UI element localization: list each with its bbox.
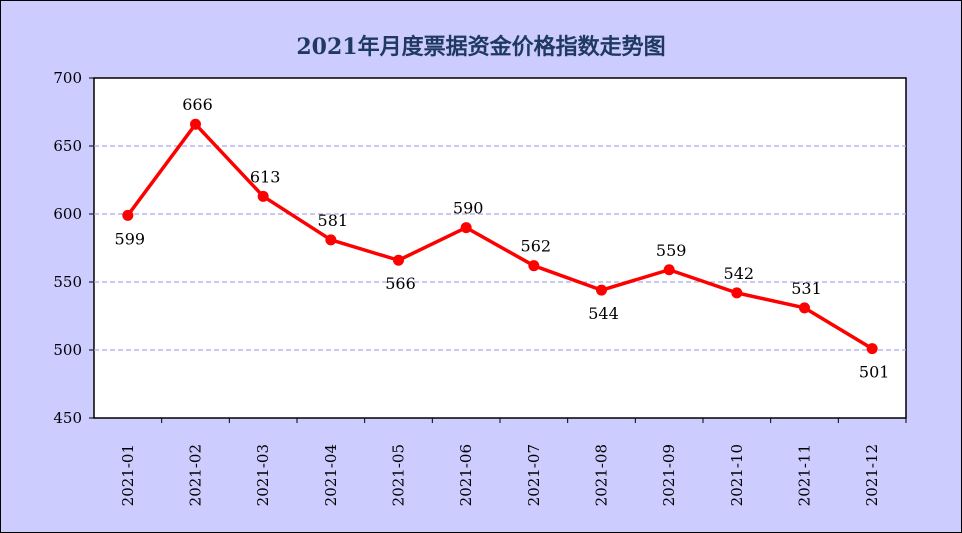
data-point: [122, 209, 134, 221]
data-point: [257, 190, 269, 202]
x-tick-label: 2021-05: [390, 444, 408, 506]
x-axis: 2021-01 2021-02 2021-03 2021-04 2021-05 2021-…: [119, 418, 907, 506]
y-tick-label: 500: [53, 341, 82, 359]
data-point: [393, 254, 404, 266]
data-label: 531: [791, 279, 822, 298]
data-label: 562: [521, 237, 552, 256]
y-tick-label: 450: [53, 409, 82, 427]
data-label: 566: [385, 274, 416, 293]
chart-title: 2021年月度票据资金价格指数走势图: [296, 34, 665, 60]
y-tick-label: 650: [53, 137, 82, 155]
data-point: [528, 260, 540, 272]
y-tick-label: 550: [53, 273, 82, 291]
x-tick-label: 2021-04: [322, 444, 340, 506]
data-label: 599: [115, 229, 146, 248]
x-tick-label: 2021-08: [593, 444, 611, 506]
data-point: [190, 118, 201, 130]
grid-lines: [94, 145, 906, 351]
data-label: 613: [250, 167, 281, 186]
data-point: [731, 287, 743, 299]
x-tick-label: 2021-03: [254, 444, 272, 506]
data-label: 581: [318, 211, 349, 230]
data-point: [596, 284, 607, 296]
data-point: [325, 234, 337, 246]
data-point: [460, 222, 472, 234]
x-tick-label: 2021-07: [525, 444, 543, 506]
data-label: 666: [182, 95, 213, 114]
y-tick-label: 700: [53, 69, 82, 87]
x-tick-label: 2021-01: [119, 444, 137, 506]
data-point: [663, 264, 675, 276]
series: 599 666 613 581 566 590 562 544 559 542 531 501: [115, 95, 890, 381]
data-point: [799, 302, 810, 314]
x-tick-label: 2021-12: [863, 444, 881, 506]
x-tick-label: 2021-10: [728, 444, 746, 506]
series-line: [126, 122, 874, 351]
data-label: 544: [588, 304, 619, 323]
x-tick-label: 2021-02: [187, 444, 205, 506]
data-point: [866, 343, 878, 355]
data-label: 542: [724, 264, 755, 283]
y-tick-label: 600: [53, 205, 82, 223]
x-tick-label: 2021-09: [660, 444, 678, 506]
x-tick-label: 2021-11: [796, 444, 814, 506]
data-label: 559: [656, 241, 687, 260]
x-tick-label: 2021-06: [457, 444, 475, 506]
data-label: 590: [453, 199, 484, 218]
data-label: 501: [859, 363, 890, 382]
y-axis: 450 500 550 600 650 700: [53, 69, 94, 427]
